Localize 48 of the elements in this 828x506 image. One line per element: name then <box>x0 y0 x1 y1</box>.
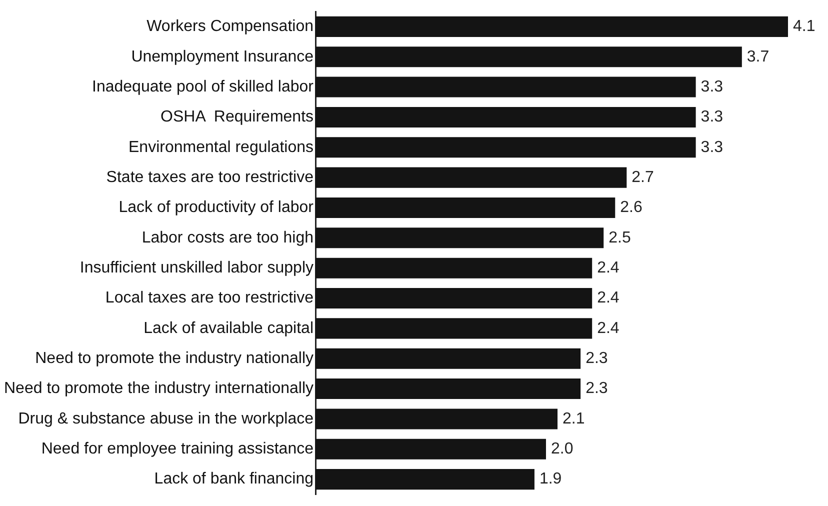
bar <box>316 197 616 218</box>
data-label: 2.7 <box>632 168 654 186</box>
y-tick-label: Local taxes are too restrictive <box>105 290 314 307</box>
data-label: 4.1 <box>793 18 816 36</box>
bar <box>316 46 742 68</box>
data-label: 2.4 <box>597 259 620 276</box>
y-tick-label: Workers Compensation <box>146 18 314 36</box>
data-label: 2.4 <box>597 320 620 337</box>
bar <box>316 288 592 309</box>
data-label: 2.6 <box>620 199 642 216</box>
bar <box>316 318 592 339</box>
bar <box>316 378 581 400</box>
data-label: 3.3 <box>700 108 724 126</box>
y-tick-label: Unemployment Insurance <box>131 48 314 66</box>
y-tick-label: Lack of productivity of labor <box>118 199 314 216</box>
bar <box>316 16 788 37</box>
bar <box>316 438 546 460</box>
data-label: 3.3 <box>700 138 724 156</box>
y-tick-label: Lack of bank financing <box>154 470 314 488</box>
y-tick-label: Need to promote the industry internationally <box>4 380 314 398</box>
data-label: 1.9 <box>539 470 562 488</box>
y-tick-label: Need to promote the industry nationally <box>35 350 314 368</box>
y-tick-label: Insufficient unskilled labor supply <box>80 259 314 276</box>
bar <box>316 228 604 248</box>
y-tick-label: Inadequate pool of skilled labor <box>92 78 314 96</box>
data-label: 2.0 <box>550 440 574 458</box>
bar <box>316 348 581 369</box>
data-label: 2.1 <box>562 410 585 428</box>
data-label: 2.4 <box>597 290 620 307</box>
bar <box>316 76 696 98</box>
bar <box>316 469 534 490</box>
data-label: 3.3 <box>700 78 724 96</box>
bar <box>316 258 592 278</box>
data-label: 3.7 <box>746 48 770 66</box>
data-label: 2.5 <box>608 229 631 246</box>
bar <box>316 137 696 158</box>
y-tick-label: State taxes are too restrictive <box>106 168 314 186</box>
y-tick-label: Lack of available capital <box>144 320 314 337</box>
y-tick-label: OSHA Requirements <box>160 108 314 126</box>
bar <box>316 167 627 188</box>
y-tick-label: Environmental regulations <box>128 138 314 156</box>
y-tick-label: Drug & substance abuse in the workplace <box>18 410 314 428</box>
bar <box>316 106 696 128</box>
y-tick-label: Labor costs are too high <box>142 229 314 246</box>
data-label: 2.3 <box>586 350 608 368</box>
bar <box>316 408 558 430</box>
data-label: 2.3 <box>586 380 608 398</box>
y-tick-label: Need for employee training assistance <box>41 440 314 458</box>
